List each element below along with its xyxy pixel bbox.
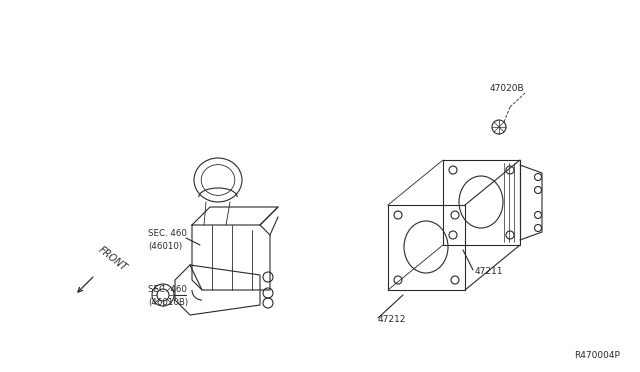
Text: R470004P: R470004P [574, 351, 620, 360]
Text: SEC. 460: SEC. 460 [148, 285, 187, 295]
Text: (46010B): (46010B) [148, 298, 188, 308]
Text: 47211: 47211 [475, 267, 504, 276]
Text: FRONT: FRONT [97, 245, 129, 273]
Text: SEC. 460: SEC. 460 [148, 228, 187, 237]
Text: 47020B: 47020B [490, 83, 525, 93]
Text: 47212: 47212 [378, 315, 406, 324]
Text: (46010): (46010) [148, 241, 182, 250]
